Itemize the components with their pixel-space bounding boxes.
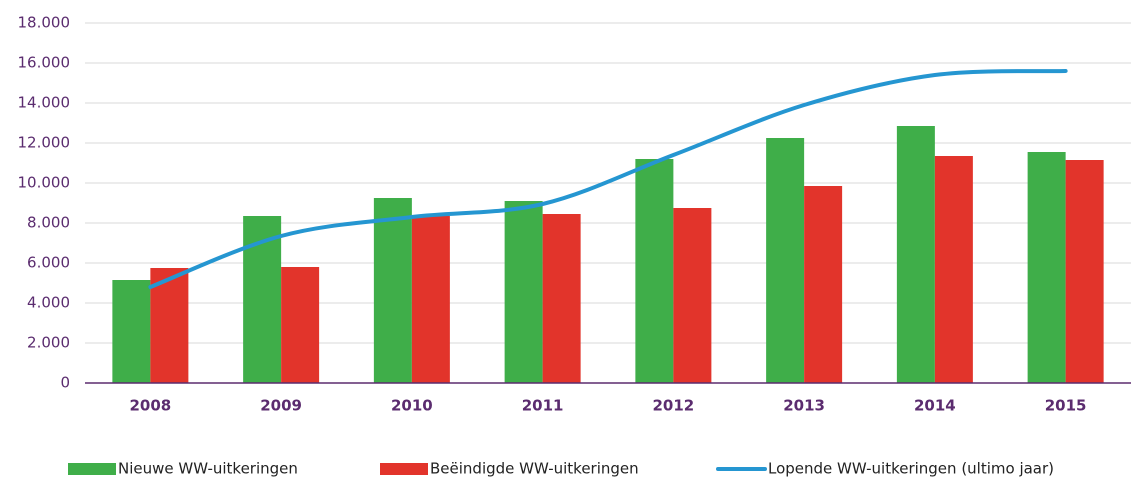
y-tick-label: 12.000 [18,134,71,152]
bar [411,216,450,383]
bar [934,156,973,383]
bar [504,201,543,383]
bar [112,280,151,383]
y-tick-label: 6.000 [27,254,70,272]
y-tick-label: 2.000 [27,334,70,352]
bar [1065,160,1104,383]
bar [373,198,412,383]
y-tick-label: 4.000 [27,294,70,312]
legend-label: Nieuwe WW-uitkeringen [118,460,298,478]
bar [896,126,935,383]
y-tick-label: 18.000 [18,14,71,32]
legend-swatch [380,463,428,475]
bar [1027,152,1066,383]
x-tick-label: 2012 [653,397,695,415]
bar [804,186,843,383]
y-tick-label: 16.000 [18,54,71,72]
x-tick-label: 2011 [522,397,564,415]
bar [542,214,581,383]
y-tick-label: 14.000 [18,94,71,112]
x-tick-label: 2010 [391,397,433,415]
x-tick-label: 2008 [130,397,172,415]
bar [673,208,712,383]
x-tick-label: 2014 [914,397,956,415]
x-tick-label: 2015 [1045,397,1087,415]
y-tick-label: 8.000 [27,214,70,232]
legend-label: Lopende WW-uitkeringen (ultimo jaar) [768,460,1054,478]
x-tick-label: 2013 [783,397,825,415]
bar [766,138,805,383]
line-series [148,69,1068,289]
y-tick-label: 10.000 [18,174,71,192]
bar [150,268,189,383]
legend-swatch [68,463,116,475]
x-tick-label: 2009 [260,397,302,415]
y-tick-label: 0 [60,374,70,392]
legend-label: Beëindigde WW-uitkeringen [430,460,639,478]
bar [635,159,674,383]
bar [281,267,320,383]
